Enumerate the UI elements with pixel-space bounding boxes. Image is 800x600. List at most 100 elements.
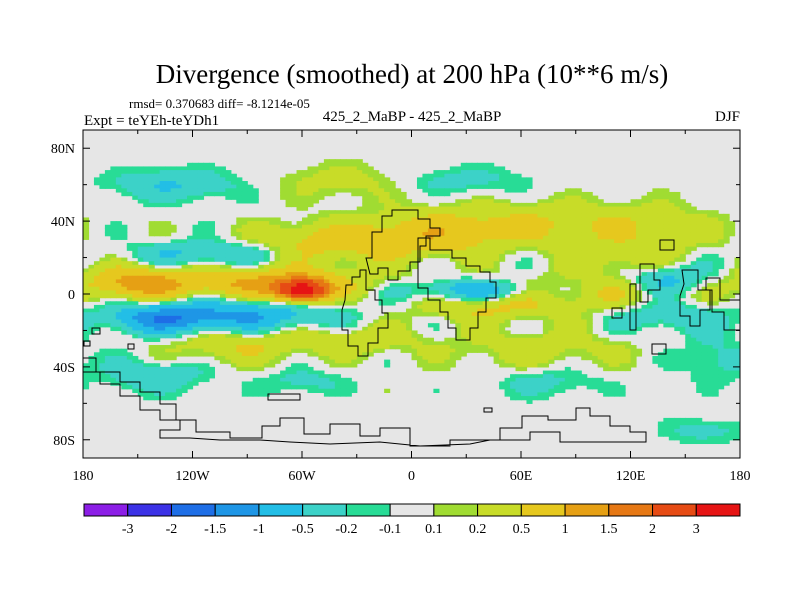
field-cell (329, 268, 336, 273)
field-cell (548, 326, 555, 332)
field-cell (154, 232, 161, 237)
field-cell (115, 301, 122, 306)
field-cell (449, 283, 456, 288)
field-cell (400, 199, 407, 204)
field-cell (115, 355, 122, 361)
field-cell (597, 304, 604, 310)
field-cell (696, 345, 703, 350)
field-cell (466, 315, 473, 321)
field-cell (104, 363, 111, 368)
field-cell (214, 253, 221, 259)
field-cell (312, 217, 320, 222)
field-cell (471, 297, 478, 302)
field-cell (296, 257, 303, 262)
field-cell (351, 330, 358, 335)
field-cell (652, 250, 659, 255)
field-cell (559, 308, 566, 313)
field-cell (225, 359, 232, 364)
field-cell (553, 228, 560, 233)
field-cell (477, 224, 484, 229)
field-cell (126, 312, 133, 317)
field-cell (241, 235, 248, 240)
field-cell (575, 253, 582, 259)
field-cell (652, 319, 659, 324)
field-cell (504, 202, 511, 208)
field-cell (291, 195, 298, 200)
field-cell (99, 272, 106, 277)
field-cell (181, 330, 188, 335)
field-cell (531, 355, 539, 361)
field-cell (225, 181, 232, 186)
field-cell (230, 283, 237, 288)
field-cell (291, 224, 298, 229)
field-cell (608, 330, 615, 335)
field-cell (416, 345, 424, 350)
field-cell (734, 264, 740, 270)
field-cell (323, 257, 330, 262)
field-cell (159, 232, 166, 237)
field-cell (510, 181, 517, 186)
field-cell (192, 323, 199, 328)
field-cell (701, 224, 708, 229)
field-cell (630, 297, 637, 302)
field-cell (625, 261, 632, 266)
field-cell (285, 366, 292, 372)
field-cell (690, 228, 697, 233)
field-cell (521, 181, 528, 186)
field-cell (482, 345, 489, 350)
field-cell (296, 366, 303, 372)
field-cell (241, 301, 248, 306)
field-cell (553, 275, 560, 281)
field-cell (389, 301, 396, 306)
field-cell (132, 272, 139, 277)
field-cell (493, 348, 500, 353)
field-cell (449, 206, 456, 211)
field-cell (438, 348, 445, 353)
field-cell (143, 366, 150, 372)
field-cell (707, 359, 714, 364)
field-cell (93, 315, 101, 321)
field-cell (99, 290, 106, 295)
field-cell (603, 242, 610, 248)
field-cell (619, 224, 626, 229)
field-cell (652, 253, 659, 259)
field-cell (559, 213, 566, 219)
field-cell (493, 228, 500, 233)
field-cell (110, 286, 117, 291)
field-cell (378, 264, 385, 270)
field-cell (723, 286, 730, 291)
field-cell (614, 228, 621, 233)
field-cell (334, 297, 341, 302)
field-cell (312, 195, 320, 200)
field-cell (143, 275, 150, 281)
field-cell (197, 188, 205, 193)
field-cell (176, 173, 183, 178)
field-cell (416, 206, 424, 211)
field-cell (668, 355, 675, 361)
field-cell (241, 188, 248, 193)
field-cell (718, 355, 725, 361)
field-cell (230, 348, 237, 353)
field-cell (302, 301, 309, 306)
field-cell (236, 279, 243, 284)
field-cell (707, 253, 714, 259)
field-cell (537, 246, 544, 251)
field-cell (318, 286, 325, 291)
field-cell (652, 221, 659, 226)
field-cell (252, 261, 259, 266)
field-cell (488, 334, 495, 339)
field-cell (340, 345, 347, 350)
field-cell (302, 195, 309, 200)
field-cell (307, 279, 314, 284)
field-cell (252, 253, 259, 259)
field-cell (455, 184, 462, 189)
field-cell (663, 239, 670, 244)
field-cell (625, 348, 632, 353)
field-cell (176, 326, 183, 332)
field-cell (685, 224, 692, 229)
field-cell (83, 326, 90, 332)
field-cell (630, 253, 637, 259)
field-cell (466, 173, 473, 178)
field-cell (449, 166, 456, 171)
field-cell (247, 221, 254, 226)
